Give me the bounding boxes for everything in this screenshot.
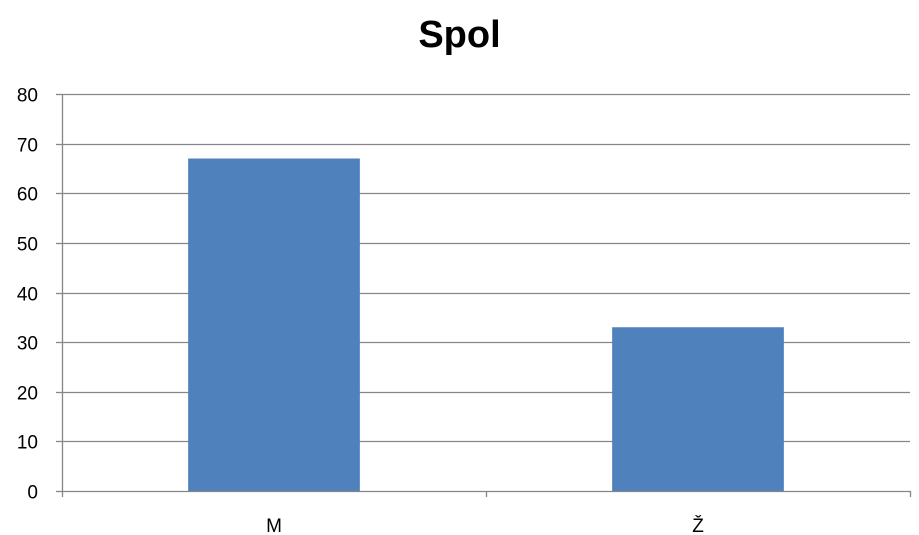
y-tick-label: 0 — [27, 483, 38, 504]
chart-title: Spol — [418, 14, 501, 56]
tick-labels: 0 10 20 30 40 50 60 70 80 M Ž — [17, 86, 704, 535]
bar-1 — [612, 327, 784, 491]
y-tick-label: 50 — [17, 235, 38, 256]
axes — [56, 93, 912, 497]
x-tick-label: M — [266, 516, 282, 535]
bars — [188, 158, 784, 491]
y-tick-label: 10 — [17, 433, 38, 454]
y-tick-label: 30 — [17, 334, 38, 355]
x-tick-label: Ž — [692, 515, 704, 535]
y-tick-label: 20 — [17, 384, 38, 405]
y-tick-label: 70 — [17, 136, 38, 157]
bar-0 — [188, 158, 360, 491]
y-tick-label: 40 — [17, 285, 38, 306]
y-tick-label: 60 — [17, 185, 38, 206]
y-tick-label: 80 — [17, 86, 38, 107]
